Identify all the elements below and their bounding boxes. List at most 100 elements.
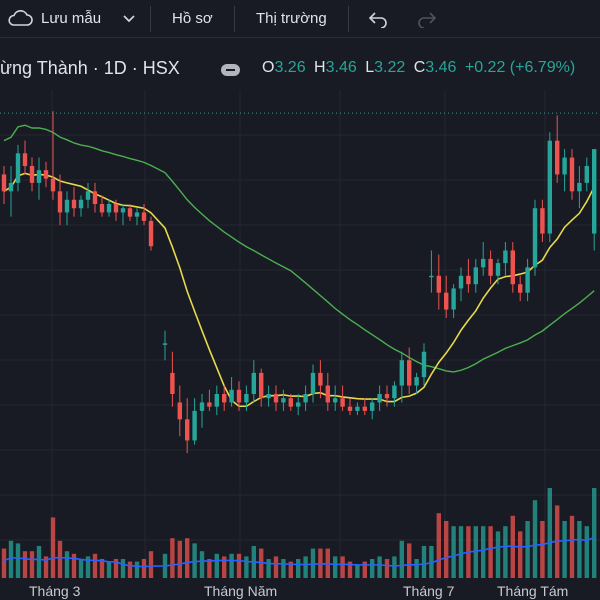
volume-bar <box>64 551 70 578</box>
candle-body <box>1 174 7 192</box>
volume-bar <box>236 553 242 578</box>
candle-body <box>310 372 316 394</box>
cloud-icon <box>8 9 33 26</box>
volume-bar <box>547 488 552 578</box>
volume-bar <box>296 559 301 578</box>
candle-body <box>503 250 508 264</box>
chevron-down-icon <box>123 14 135 22</box>
toolbar-divider <box>234 6 235 32</box>
candle-body <box>36 170 42 183</box>
candle-body <box>525 267 530 293</box>
volume-bar <box>148 551 154 578</box>
candle-body <box>481 258 486 268</box>
x-axis-label: Tháng 3 <box>29 583 81 599</box>
open-key: O <box>262 59 275 76</box>
undo-icon <box>368 11 387 28</box>
market-button[interactable]: Thị trường <box>256 0 327 37</box>
volume-bar <box>407 543 412 578</box>
candle-body <box>444 292 449 310</box>
ma-slow-line <box>3 124 595 373</box>
redo-button[interactable] <box>416 0 438 37</box>
candle-body <box>288 398 293 407</box>
volume-bar <box>592 488 597 578</box>
close-value: 3.46 <box>425 59 457 76</box>
candle-body <box>199 402 205 411</box>
volume-bar <box>78 559 84 578</box>
x-axis-label: Tháng Tám <box>497 583 569 599</box>
toolbar-divider <box>150 6 151 32</box>
volume-ma-line <box>3 536 595 568</box>
candle-body <box>377 394 382 403</box>
volume-bar <box>451 526 456 578</box>
redo-icon <box>418 11 437 28</box>
candle-body <box>85 191 91 200</box>
candle-body <box>273 394 279 403</box>
volume-bar <box>244 556 249 578</box>
candle-body <box>127 208 133 217</box>
candle-body <box>518 284 523 293</box>
volume-bar <box>106 561 112 578</box>
volume-bar <box>141 559 147 578</box>
chart-grid <box>0 90 600 578</box>
volume-bar <box>540 521 545 578</box>
volume-bar <box>1 548 7 578</box>
volume-bar <box>199 551 205 578</box>
candle-body <box>71 199 77 209</box>
volume-bar <box>333 556 338 578</box>
candle-body <box>15 153 21 183</box>
volume-bar <box>384 559 390 578</box>
volume-bar <box>421 546 427 578</box>
low-key: L <box>365 59 375 76</box>
symbol-title[interactable]: ừng Thành · 1D · HSX <box>0 58 180 78</box>
candle-body <box>562 157 567 175</box>
candle-body <box>177 402 182 420</box>
hide-legend-icon[interactable] <box>221 64 240 76</box>
candle-body <box>57 191 63 213</box>
volume-bar <box>518 531 523 578</box>
candle-body <box>106 204 112 213</box>
candle-body <box>488 258 493 276</box>
candle-body <box>192 410 197 441</box>
volume-bar <box>362 561 367 578</box>
volume-bar <box>370 559 375 578</box>
save-layout-label: Lưu mẫu <box>41 10 102 27</box>
candle-body <box>29 166 35 183</box>
undo-button[interactable] <box>367 0 389 37</box>
volume-bar <box>71 553 77 578</box>
volume-bar <box>532 500 538 578</box>
candle-body <box>92 191 98 204</box>
candle-body <box>120 208 126 213</box>
volume-bar <box>488 526 493 578</box>
volume-bar <box>562 521 567 578</box>
profile-button[interactable]: Hồ sơ <box>172 0 213 37</box>
x-axis-label: Tháng 7 <box>403 583 455 599</box>
candle-body <box>236 389 242 403</box>
volume-bar <box>347 561 353 578</box>
profile-label: Hồ sơ <box>172 10 213 27</box>
volume-bar <box>43 556 49 578</box>
volume-bar <box>22 551 28 578</box>
candle-body <box>370 402 375 411</box>
candles <box>1 111 597 454</box>
volume-bar <box>57 540 63 578</box>
candle-body <box>584 166 589 183</box>
save-layout-dropdown[interactable] <box>122 0 136 37</box>
volume-bar <box>584 526 589 578</box>
candle-body <box>577 182 582 192</box>
candle-body <box>436 275 441 293</box>
candle-body <box>325 385 330 403</box>
high-key: H <box>314 59 326 76</box>
low-value: 3.22 <box>374 59 406 76</box>
volume-bar <box>15 543 21 578</box>
candle-body <box>222 394 227 403</box>
save-layout-button[interactable]: Lưu mẫu <box>6 0 101 37</box>
volume-bar <box>288 561 293 578</box>
volume-bar <box>50 517 56 578</box>
candle-body <box>141 212 147 221</box>
candle-body <box>421 351 427 378</box>
candle-body <box>466 275 471 285</box>
candle-body <box>244 394 249 403</box>
open-value: 3.26 <box>274 59 306 76</box>
candle-body <box>429 275 434 278</box>
